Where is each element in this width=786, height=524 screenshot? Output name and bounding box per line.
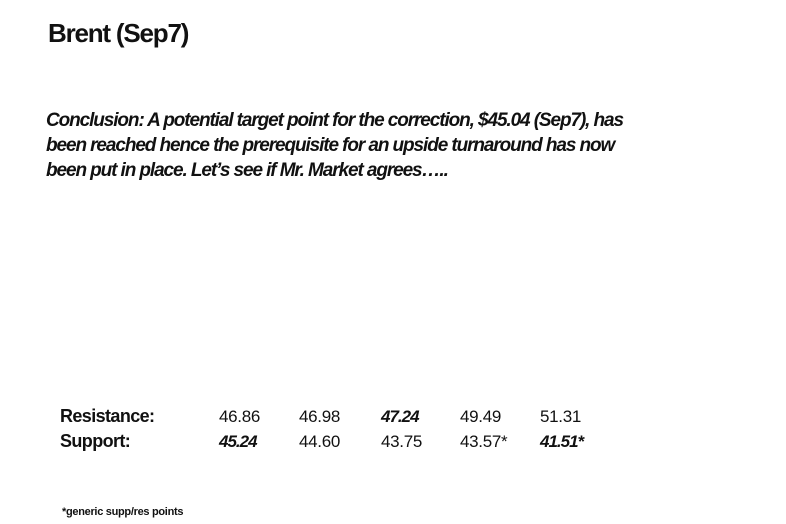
- level: 51.31: [540, 407, 582, 426]
- level: 46.98: [299, 407, 341, 426]
- level: 41.51*: [540, 432, 584, 451]
- level: 43.75: [381, 432, 423, 451]
- level: 47.24: [381, 407, 420, 426]
- row-label: Resistance:: [60, 406, 155, 426]
- level: 46.86: [219, 407, 261, 426]
- conclusion-line: been reached hence the prerequisite for …: [46, 135, 615, 156]
- footnote: *generic supp/res points: [62, 506, 184, 518]
- conclusion-line: been put in place. Let’s see if Mr. Mark…: [46, 160, 449, 181]
- level: 44.60: [299, 432, 341, 451]
- level: 49.49: [460, 407, 502, 426]
- conclusion-line: Conclusion: A potential target point for…: [46, 110, 624, 131]
- row-label: Support:: [60, 431, 131, 451]
- level: 45.24: [219, 432, 258, 451]
- title: Brent (Sep7): [48, 18, 189, 48]
- level: 43.57*: [460, 432, 508, 451]
